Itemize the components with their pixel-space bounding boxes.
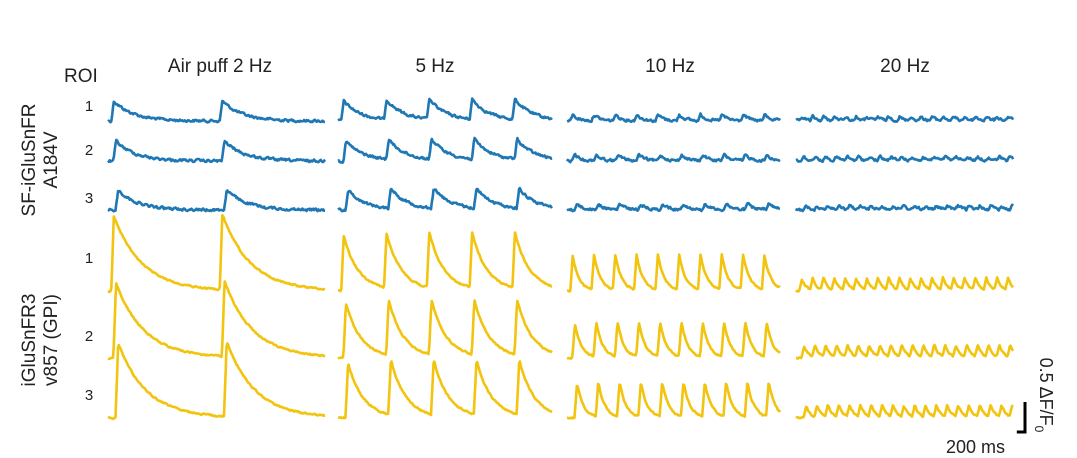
scale-bar-amp-text: 0.5 ΔF/F bbox=[1035, 357, 1056, 426]
group-label-v857-line2: v857 (GPI) bbox=[41, 294, 62, 386]
scale-bar-time-label: 200 ms bbox=[946, 437, 1006, 457]
trace-sf-roi2-20hz bbox=[795, 154, 1015, 163]
column-title-5hz: 5 Hz bbox=[415, 56, 455, 77]
trace-v857-roi3-20hz bbox=[795, 403, 1014, 420]
group-label-sf-line2: A184V bbox=[41, 131, 62, 189]
trace-v857-roi2-2hz bbox=[107, 280, 326, 361]
trace-v857-roi1-2hz bbox=[107, 214, 326, 294]
trace-v857-roi2-5hz bbox=[337, 299, 553, 360]
roi-header: ROI bbox=[64, 66, 98, 87]
group-label-sf-iglusnfr: SF-iGluSnFR A184V bbox=[19, 104, 63, 217]
trace-sf-roi3-20hz bbox=[794, 203, 1015, 213]
trace-v857-roi3-5hz bbox=[337, 360, 553, 420]
group-label-sf-line1: SF-iGluSnFR bbox=[19, 103, 40, 217]
trace-sf-roi2-10hz bbox=[565, 152, 781, 164]
trace-sf-roi3-2hz bbox=[107, 189, 326, 213]
trace-sf-roi2-2hz bbox=[106, 138, 327, 164]
column-title-10hz: 10 Hz bbox=[645, 56, 695, 77]
column-title-2hz: Air puff 2 Hz bbox=[167, 56, 273, 77]
trace-v857-roi3-2hz bbox=[107, 342, 326, 421]
column-title-20hz: 20 Hz bbox=[880, 56, 930, 77]
group-label-iglusnfr3: iGluSnFR3 v857 (GPI) bbox=[19, 294, 63, 387]
trace-sf-roi2-5hz bbox=[337, 136, 553, 164]
trace-v857-roi1-5hz bbox=[337, 231, 553, 293]
trace-sf-roi3-5hz bbox=[337, 186, 554, 213]
roi-label-sf-2: 2 bbox=[84, 142, 94, 159]
trace-v857-roi2-10hz bbox=[566, 321, 781, 360]
roi-label-v857-1: 1 bbox=[84, 250, 94, 267]
trace-sf-roi1-10hz bbox=[566, 112, 782, 124]
trace-sf-roi1-2hz bbox=[107, 99, 326, 124]
group-label-v857-line1: iGluSnFR3 bbox=[19, 293, 40, 387]
trace-sf-roi1-5hz bbox=[337, 97, 553, 122]
trace-v857-roi2-20hz bbox=[795, 343, 1015, 360]
scale-bar-amp-label: 0.5 ΔF/F0 bbox=[1032, 358, 1056, 433]
roi-label-v857-3: 3 bbox=[84, 387, 94, 404]
trace-sf-roi3-10hz bbox=[566, 201, 781, 213]
roi-label-sf-3: 3 bbox=[84, 190, 94, 207]
scale-bar-amp-sub: 0 bbox=[1032, 425, 1047, 433]
trace-v857-roi3-10hz bbox=[566, 382, 782, 420]
trace-v857-roi1-20hz bbox=[795, 275, 1015, 293]
trace-sf-roi1-20hz bbox=[795, 113, 1015, 123]
trace-v857-roi1-10hz bbox=[566, 253, 781, 293]
roi-label-sf-1: 1 bbox=[84, 98, 94, 115]
roi-label-v857-2: 2 bbox=[84, 328, 94, 345]
